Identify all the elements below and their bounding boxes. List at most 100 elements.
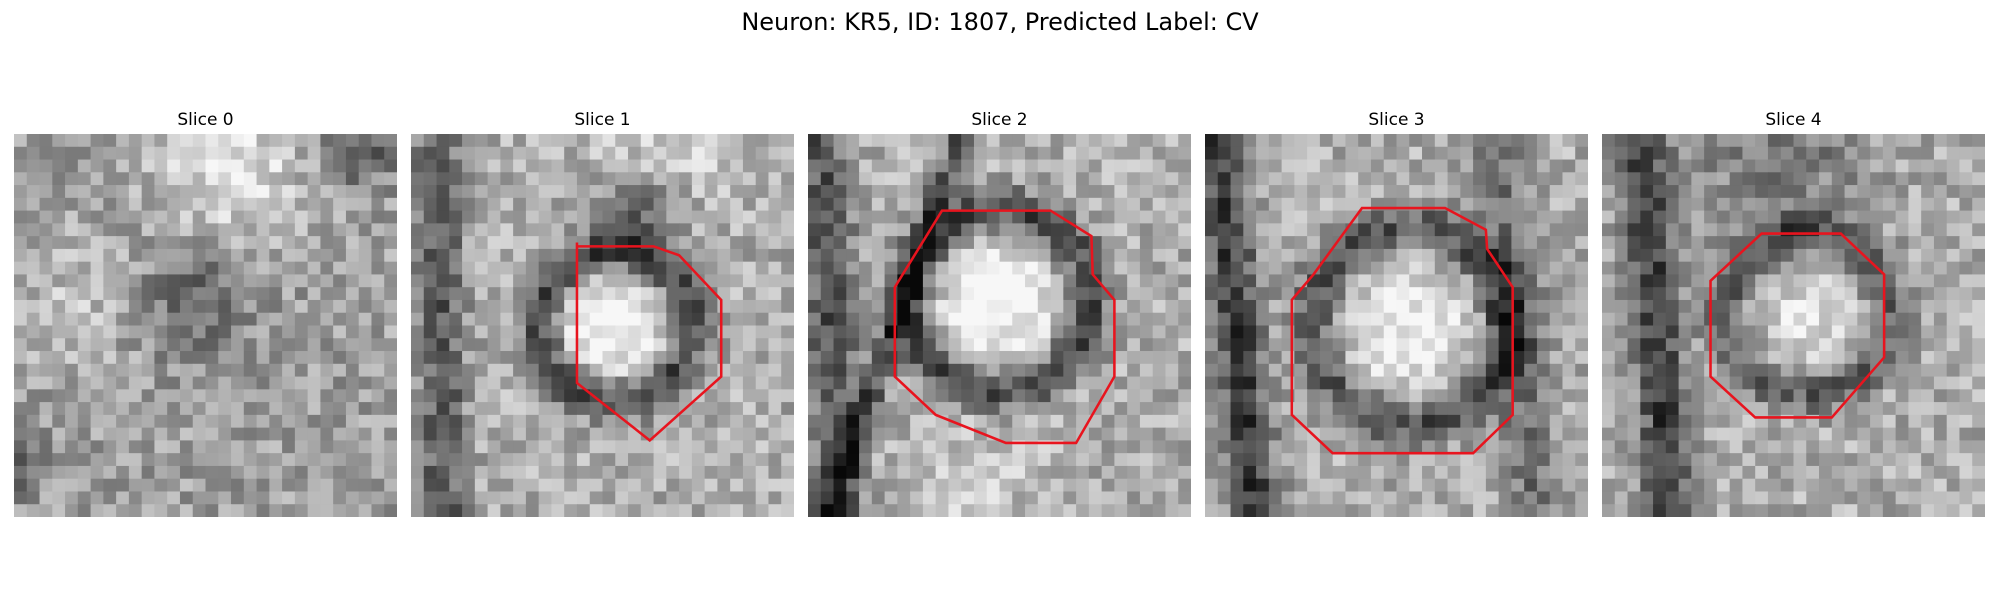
pixel: [1230, 351, 1244, 365]
pixel: [474, 389, 489, 403]
pixel: [294, 134, 309, 148]
pixel: [1665, 223, 1680, 237]
pixel: [781, 210, 794, 224]
pixel: [1959, 274, 1973, 288]
pixel: [1653, 159, 1667, 173]
pixel: [1063, 504, 1077, 517]
pixel: [345, 440, 360, 454]
pixel: [1050, 427, 1064, 441]
pixel: [551, 427, 565, 441]
pixel: [1281, 210, 1295, 224]
pixel: [730, 185, 744, 199]
pixel: [1319, 338, 1334, 352]
pixel: [436, 312, 450, 327]
pixel: [1422, 414, 1436, 429]
pixel: [1230, 210, 1244, 224]
pixel: [1050, 402, 1064, 416]
pixel: [1217, 134, 1232, 148]
pixel: [462, 274, 476, 288]
pixel: [1396, 210, 1410, 224]
pixel: [653, 172, 667, 186]
pixel: [1460, 465, 1474, 480]
pixel: [1268, 236, 1283, 250]
pixel: [1205, 299, 1219, 314]
pixel: [1332, 236, 1346, 250]
pixel: [1536, 351, 1551, 365]
pixel: [576, 287, 591, 301]
pixel: [1831, 185, 1846, 199]
pixel: [653, 414, 667, 429]
pixel: [231, 389, 245, 403]
pixel: [294, 274, 309, 288]
pixel: [1370, 312, 1385, 327]
pixel: [1165, 223, 1179, 237]
pixel: [576, 185, 591, 199]
pixel: [1716, 427, 1731, 441]
pixel: [449, 440, 463, 454]
pixel: [755, 465, 769, 480]
pixel: [320, 223, 334, 237]
pixel: [871, 236, 886, 250]
pixel: [65, 491, 79, 505]
pixel: [462, 197, 476, 212]
pixel: [1562, 134, 1576, 148]
pixel: [1946, 453, 1960, 467]
pixel: [256, 197, 270, 212]
pixel: [1921, 210, 1935, 224]
pixel: [1729, 338, 1743, 352]
pixel: [1345, 134, 1359, 148]
pixel: [1460, 312, 1474, 327]
pixel: [1101, 465, 1115, 480]
pixel: [320, 172, 334, 186]
pixel: [1575, 389, 1588, 403]
pixel: [1704, 172, 1718, 186]
pixel: [948, 338, 962, 352]
pixel: [640, 465, 655, 480]
pixel: [1050, 287, 1064, 301]
pixel: [1307, 363, 1321, 378]
pixel: [679, 287, 693, 301]
pixel: [742, 210, 757, 224]
pixel: [345, 491, 360, 505]
pixel: [871, 389, 886, 403]
pixel: [294, 478, 309, 492]
pixel: [154, 287, 168, 301]
pixel: [487, 465, 501, 480]
pixel: [653, 134, 667, 148]
pixel: [615, 338, 629, 352]
pixel: [1921, 363, 1935, 378]
pixel: [205, 325, 219, 339]
pixel: [103, 453, 117, 467]
pixel: [358, 274, 372, 288]
pixel: [1742, 134, 1756, 148]
pixel: [1729, 197, 1743, 212]
pixel: [1178, 197, 1191, 212]
pixel: [1653, 338, 1667, 352]
pixel: [1946, 261, 1960, 275]
pixel: [986, 389, 1001, 403]
pixel: [846, 223, 860, 237]
pixel: [1063, 248, 1077, 263]
pixel: [1627, 274, 1641, 288]
pixel: [1819, 491, 1833, 505]
pixel: [1959, 134, 1973, 148]
pixel: [141, 197, 155, 212]
pixel: [666, 427, 680, 441]
pixel: [884, 210, 898, 224]
pixel: [1370, 146, 1385, 161]
pixel: [1653, 185, 1667, 199]
pixel: [14, 185, 28, 199]
pixel: [1396, 491, 1410, 505]
pixel: [39, 312, 53, 327]
pixel: [1473, 465, 1487, 480]
pixel: [820, 134, 835, 148]
pixel: [1972, 236, 1985, 250]
pixel: [103, 210, 117, 224]
pixel: [90, 440, 104, 454]
pixel: [833, 146, 847, 161]
pixel: [820, 376, 835, 390]
pixel: [1409, 146, 1423, 161]
pixel: [1921, 338, 1935, 352]
pixel: [500, 414, 514, 429]
pixel: [1844, 351, 1858, 365]
